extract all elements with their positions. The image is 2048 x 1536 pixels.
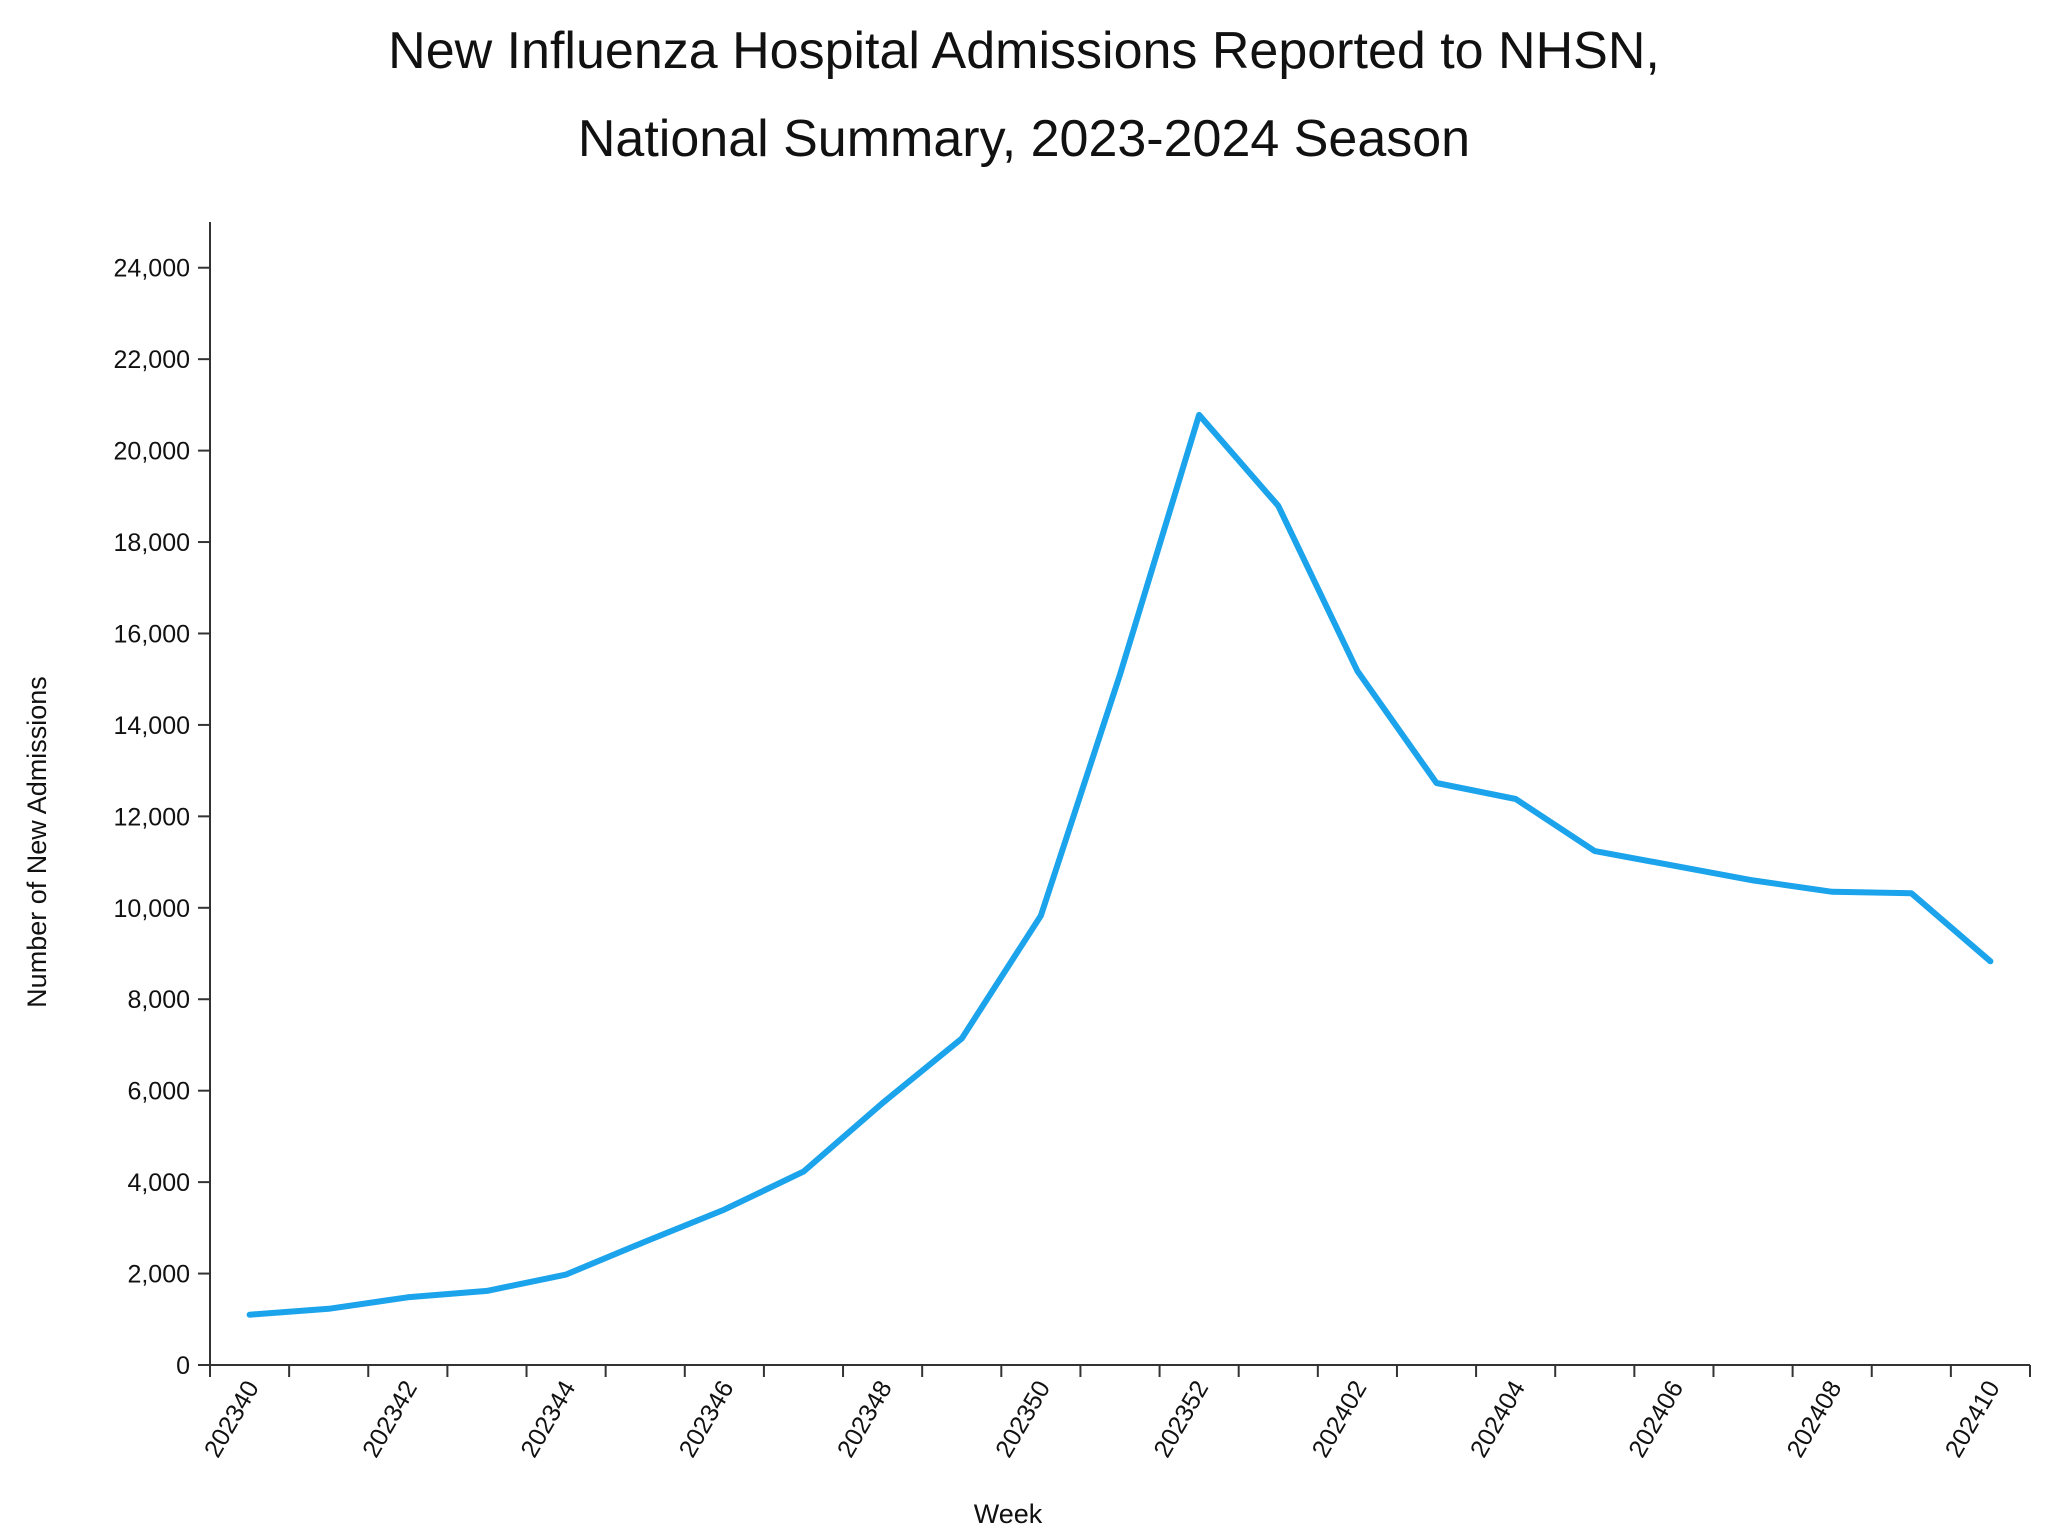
y-tick-label: 18,000: [114, 529, 190, 557]
x-tick-label: 202352: [1148, 1376, 1214, 1462]
y-tick-label: 20,000: [114, 438, 190, 466]
x-tick-label: 202408: [1781, 1376, 1847, 1462]
y-tick-label: 6,000: [127, 1078, 190, 1106]
series-layer: [246, 411, 1994, 1318]
chart-title: New Influenza Hospital Admissions Report…: [388, 22, 1660, 80]
y-tick-label: 4,000: [127, 1169, 190, 1197]
x-tick-label: 202344: [515, 1376, 581, 1462]
y-tick-label: 8,000: [127, 986, 190, 1014]
x-tick-label: 202350: [990, 1376, 1056, 1462]
x-tick-label: 202348: [832, 1376, 898, 1462]
x-tick-label: 202340: [199, 1376, 265, 1462]
x-tick-label: 202402: [1307, 1376, 1373, 1462]
y-axis: 0 2,000 4,000 6,000 8,000 10,000 12,000 14,000 1…: [114, 222, 211, 1380]
x-tick-label: 202346: [674, 1376, 740, 1462]
y-tick-label: 24,000: [114, 255, 190, 283]
x-tick-label: 202404: [1465, 1376, 1531, 1462]
x-tick-label: 202342: [357, 1376, 423, 1462]
y-tick-label: 2,000: [127, 1261, 190, 1289]
y-tick-label: 22,000: [114, 346, 190, 374]
x-tick-label: 202410: [1940, 1376, 2006, 1462]
y-tick-label: 10,000: [114, 895, 190, 923]
y-tick-label: 16,000: [114, 620, 190, 648]
y-tick-label: 12,000: [114, 803, 190, 831]
y-axis-label: Number of New Admissions: [22, 676, 52, 1008]
x-axis-label: Week: [974, 1499, 1043, 1529]
x-axis: 202340 202342 202344 202346 202348 202350 2023…: [199, 1364, 2031, 1462]
chart-subtitle: National Summary, 2023-2024 Season: [577, 110, 1471, 168]
y-tick-label: 0: [176, 1352, 190, 1380]
x-tick-label: 202406: [1623, 1376, 1689, 1462]
y-tick-label: 14,000: [114, 712, 190, 740]
series-line-new-admissions: [246, 411, 1994, 1318]
